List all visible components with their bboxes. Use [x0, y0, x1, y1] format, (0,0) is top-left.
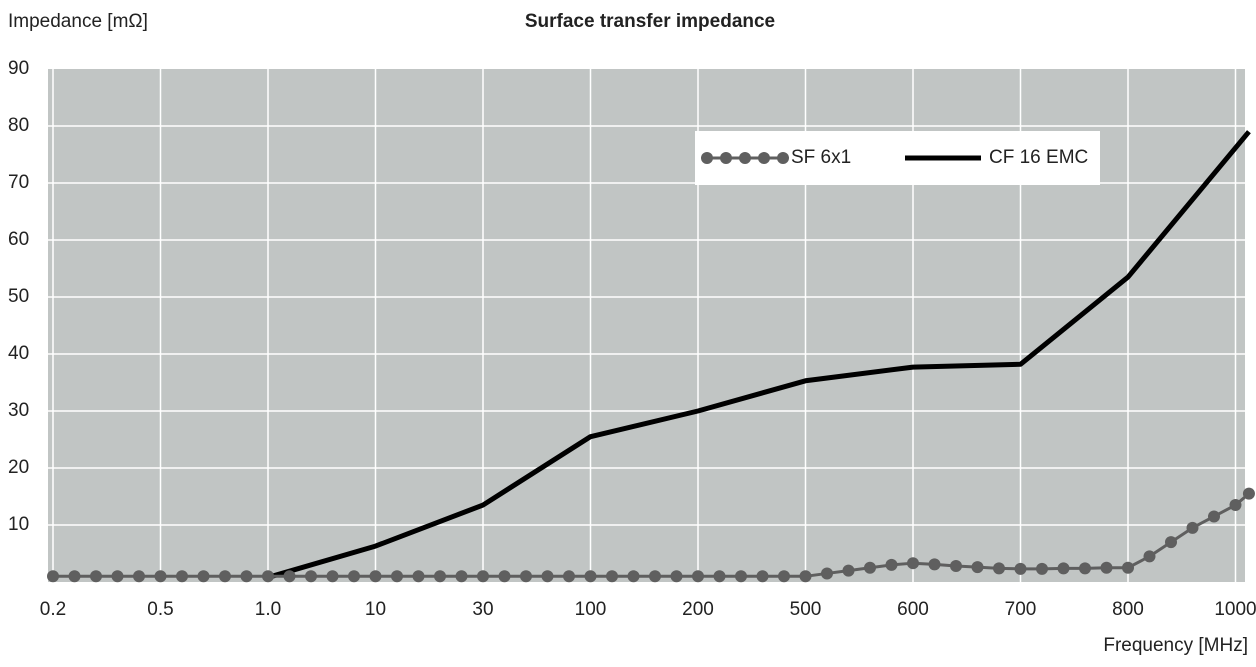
data-point	[627, 570, 640, 583]
data-point	[305, 570, 317, 583]
data-point	[971, 561, 984, 574]
data-point	[1057, 562, 1070, 575]
data-point	[240, 570, 253, 583]
y-tick-label: 30	[8, 400, 29, 421]
y-axis-label: Impedance [mΩ]	[8, 11, 148, 32]
data-point	[369, 570, 382, 583]
legend-swatch	[758, 152, 770, 164]
data-point	[1143, 550, 1156, 563]
data-point	[1242, 487, 1255, 500]
data-point	[111, 570, 124, 583]
data-point	[90, 570, 102, 583]
data-point	[154, 570, 167, 583]
data-point	[649, 570, 661, 583]
data-point	[455, 570, 468, 583]
series-line	[267, 130, 1251, 580]
data-point	[1208, 510, 1220, 523]
data-point	[477, 570, 489, 583]
data-point	[950, 560, 962, 573]
data-point	[1014, 562, 1027, 575]
data-point	[1186, 521, 1199, 534]
y-tick-label: 60	[8, 229, 29, 250]
data-point	[1079, 562, 1091, 575]
data-point	[133, 570, 145, 583]
data-point	[68, 570, 81, 583]
data-point	[799, 570, 812, 583]
data-point	[520, 570, 532, 583]
x-tick-label: 10	[365, 599, 386, 620]
data-point	[197, 570, 210, 583]
data-point	[864, 561, 876, 574]
data-point	[262, 570, 274, 583]
data-point	[176, 570, 188, 583]
data-point	[563, 570, 575, 583]
x-tick-label: 0.2	[40, 599, 66, 620]
data-point	[541, 570, 554, 583]
x-tick-label: 0.5	[147, 599, 173, 620]
legend-swatch	[720, 152, 732, 164]
data-point	[778, 570, 790, 583]
legend-swatch	[701, 152, 713, 164]
data-point	[692, 570, 704, 583]
data-point	[735, 570, 747, 583]
data-point	[1036, 562, 1048, 575]
y-tick-label: 40	[8, 343, 29, 364]
data-point	[219, 570, 231, 583]
data-point	[584, 570, 597, 583]
legend-label: CF 16 EMC	[989, 147, 1088, 168]
x-tick-label: 500	[790, 599, 822, 620]
data-point	[434, 570, 446, 583]
data-point	[670, 570, 683, 583]
y-tick-label: 70	[8, 172, 29, 193]
data-point	[885, 558, 898, 571]
data-point	[907, 557, 919, 570]
y-tick-label: 20	[8, 457, 29, 478]
y-tick-label: 50	[8, 286, 29, 307]
x-tick-label: 700	[1005, 599, 1037, 620]
legend-label: SF 6x1	[791, 147, 851, 168]
x-tick-label: 200	[682, 599, 714, 620]
x-tick-label: 1000	[1214, 599, 1256, 620]
data-point	[1100, 561, 1113, 574]
data-point	[1165, 536, 1177, 549]
data-point	[928, 558, 941, 571]
data-point	[348, 570, 360, 583]
data-point	[1229, 499, 1242, 512]
data-point	[606, 570, 618, 583]
data-point	[47, 570, 59, 583]
data-point	[391, 570, 403, 583]
data-point	[993, 562, 1005, 575]
y-tick-label: 90	[8, 58, 29, 79]
x-axis-label: Frequency [MHz]	[1103, 635, 1248, 656]
x-tick-label: 100	[575, 599, 607, 620]
data-point	[842, 564, 855, 577]
data-point	[412, 570, 425, 583]
x-tick-label: 800	[1112, 599, 1144, 620]
legend-swatch	[777, 152, 789, 164]
chart-title: Surface transfer impedance	[525, 11, 775, 32]
data-point	[713, 570, 726, 583]
x-tick-label: 600	[897, 599, 929, 620]
y-tick-label: 10	[8, 514, 29, 535]
data-point	[283, 570, 296, 583]
data-point	[756, 570, 769, 583]
x-tick-label: 1.0	[255, 599, 281, 620]
data-point	[326, 570, 339, 583]
data-point	[498, 570, 511, 583]
data-point	[821, 567, 833, 580]
y-tick-label: 80	[8, 115, 29, 136]
legend-swatch	[739, 152, 751, 164]
data-point	[1122, 561, 1134, 574]
x-tick-label: 30	[472, 599, 493, 620]
